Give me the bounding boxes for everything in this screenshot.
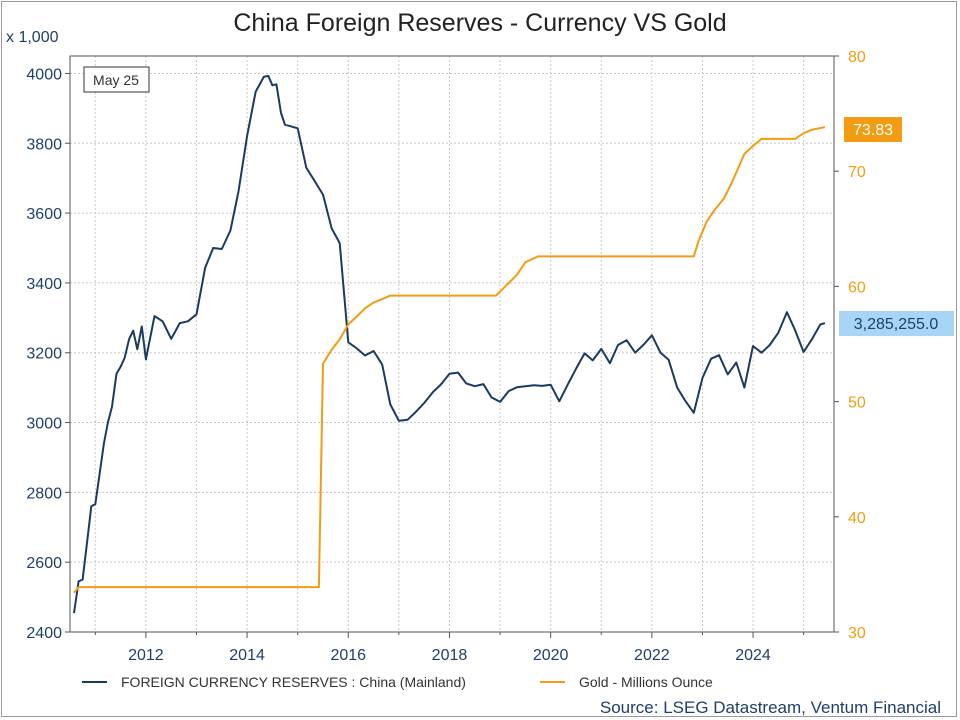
series-line-currency-reserves bbox=[73, 74, 826, 614]
x-tick-label: 2020 bbox=[533, 647, 569, 664]
x-tick-label: 2024 bbox=[735, 647, 771, 664]
date-badge: May 25 bbox=[83, 66, 150, 93]
x-tick-label: 2022 bbox=[634, 647, 670, 664]
x-tick-label: 2014 bbox=[229, 647, 265, 664]
last-value-gold-text: 73.83 bbox=[853, 122, 893, 139]
left-tick-label: 3000 bbox=[26, 416, 62, 433]
legend-item-currency: FOREIGN CURRENCY RESERVES : China (Mainl… bbox=[82, 674, 466, 690]
left-tick-label: 3600 bbox=[26, 206, 62, 223]
date-badge-text: May 25 bbox=[93, 72, 139, 88]
x-axis: 2012 2014 2016 2018 2020 2022 2024 bbox=[94, 632, 805, 664]
source-note: Source: LSEG Datastream, Ventum Financia… bbox=[600, 698, 941, 717]
legend: FOREIGN CURRENCY RESERVES : China (Mainl… bbox=[82, 674, 713, 690]
left-axis-unit-label: x 1,000 bbox=[6, 29, 59, 46]
right-tick-label: 50 bbox=[848, 395, 866, 412]
right-tick-label: 30 bbox=[848, 625, 866, 642]
right-axis: 30 40 50 60 70 80 bbox=[834, 49, 866, 642]
x-tick-label: 2016 bbox=[330, 647, 366, 664]
right-tick-label: 80 bbox=[848, 49, 866, 66]
grid-layer bbox=[70, 56, 834, 633]
left-tick-label: 2400 bbox=[26, 625, 62, 642]
x-tick-label: 2018 bbox=[432, 647, 468, 664]
left-tick-label: 3200 bbox=[26, 346, 62, 363]
last-value-label-currency: 3,285,255.0 bbox=[839, 311, 954, 336]
right-tick-label: 40 bbox=[848, 510, 866, 527]
right-tick-label: 70 bbox=[848, 164, 866, 181]
last-value-currency-text: 3,285,255.0 bbox=[854, 316, 939, 333]
left-tick-label: 4000 bbox=[26, 66, 62, 83]
series-layer bbox=[73, 74, 826, 614]
last-value-label-gold: 73.83 bbox=[844, 117, 902, 142]
legend-label-gold: Gold - Millions Ounce bbox=[579, 674, 713, 690]
series-line-gold bbox=[73, 126, 826, 594]
chart-title: China Foreign Reserves - Currency VS Gol… bbox=[233, 9, 726, 37]
left-tick-label: 3400 bbox=[26, 276, 62, 293]
left-tick-label: 2600 bbox=[26, 555, 62, 572]
legend-item-gold: Gold - Millions Ounce bbox=[540, 674, 713, 690]
right-tick-label: 60 bbox=[848, 279, 866, 296]
left-axis: 2400 2600 2800 3000 3200 3400 3600 3800 4000 bbox=[26, 66, 70, 642]
plot-area-border bbox=[69, 55, 835, 633]
legend-label-currency: FOREIGN CURRENCY RESERVES : China (Mainl… bbox=[121, 674, 466, 690]
left-tick-label: 3800 bbox=[26, 136, 62, 153]
left-tick-label: 2800 bbox=[26, 485, 62, 502]
x-tick-label: 2012 bbox=[128, 647, 164, 664]
